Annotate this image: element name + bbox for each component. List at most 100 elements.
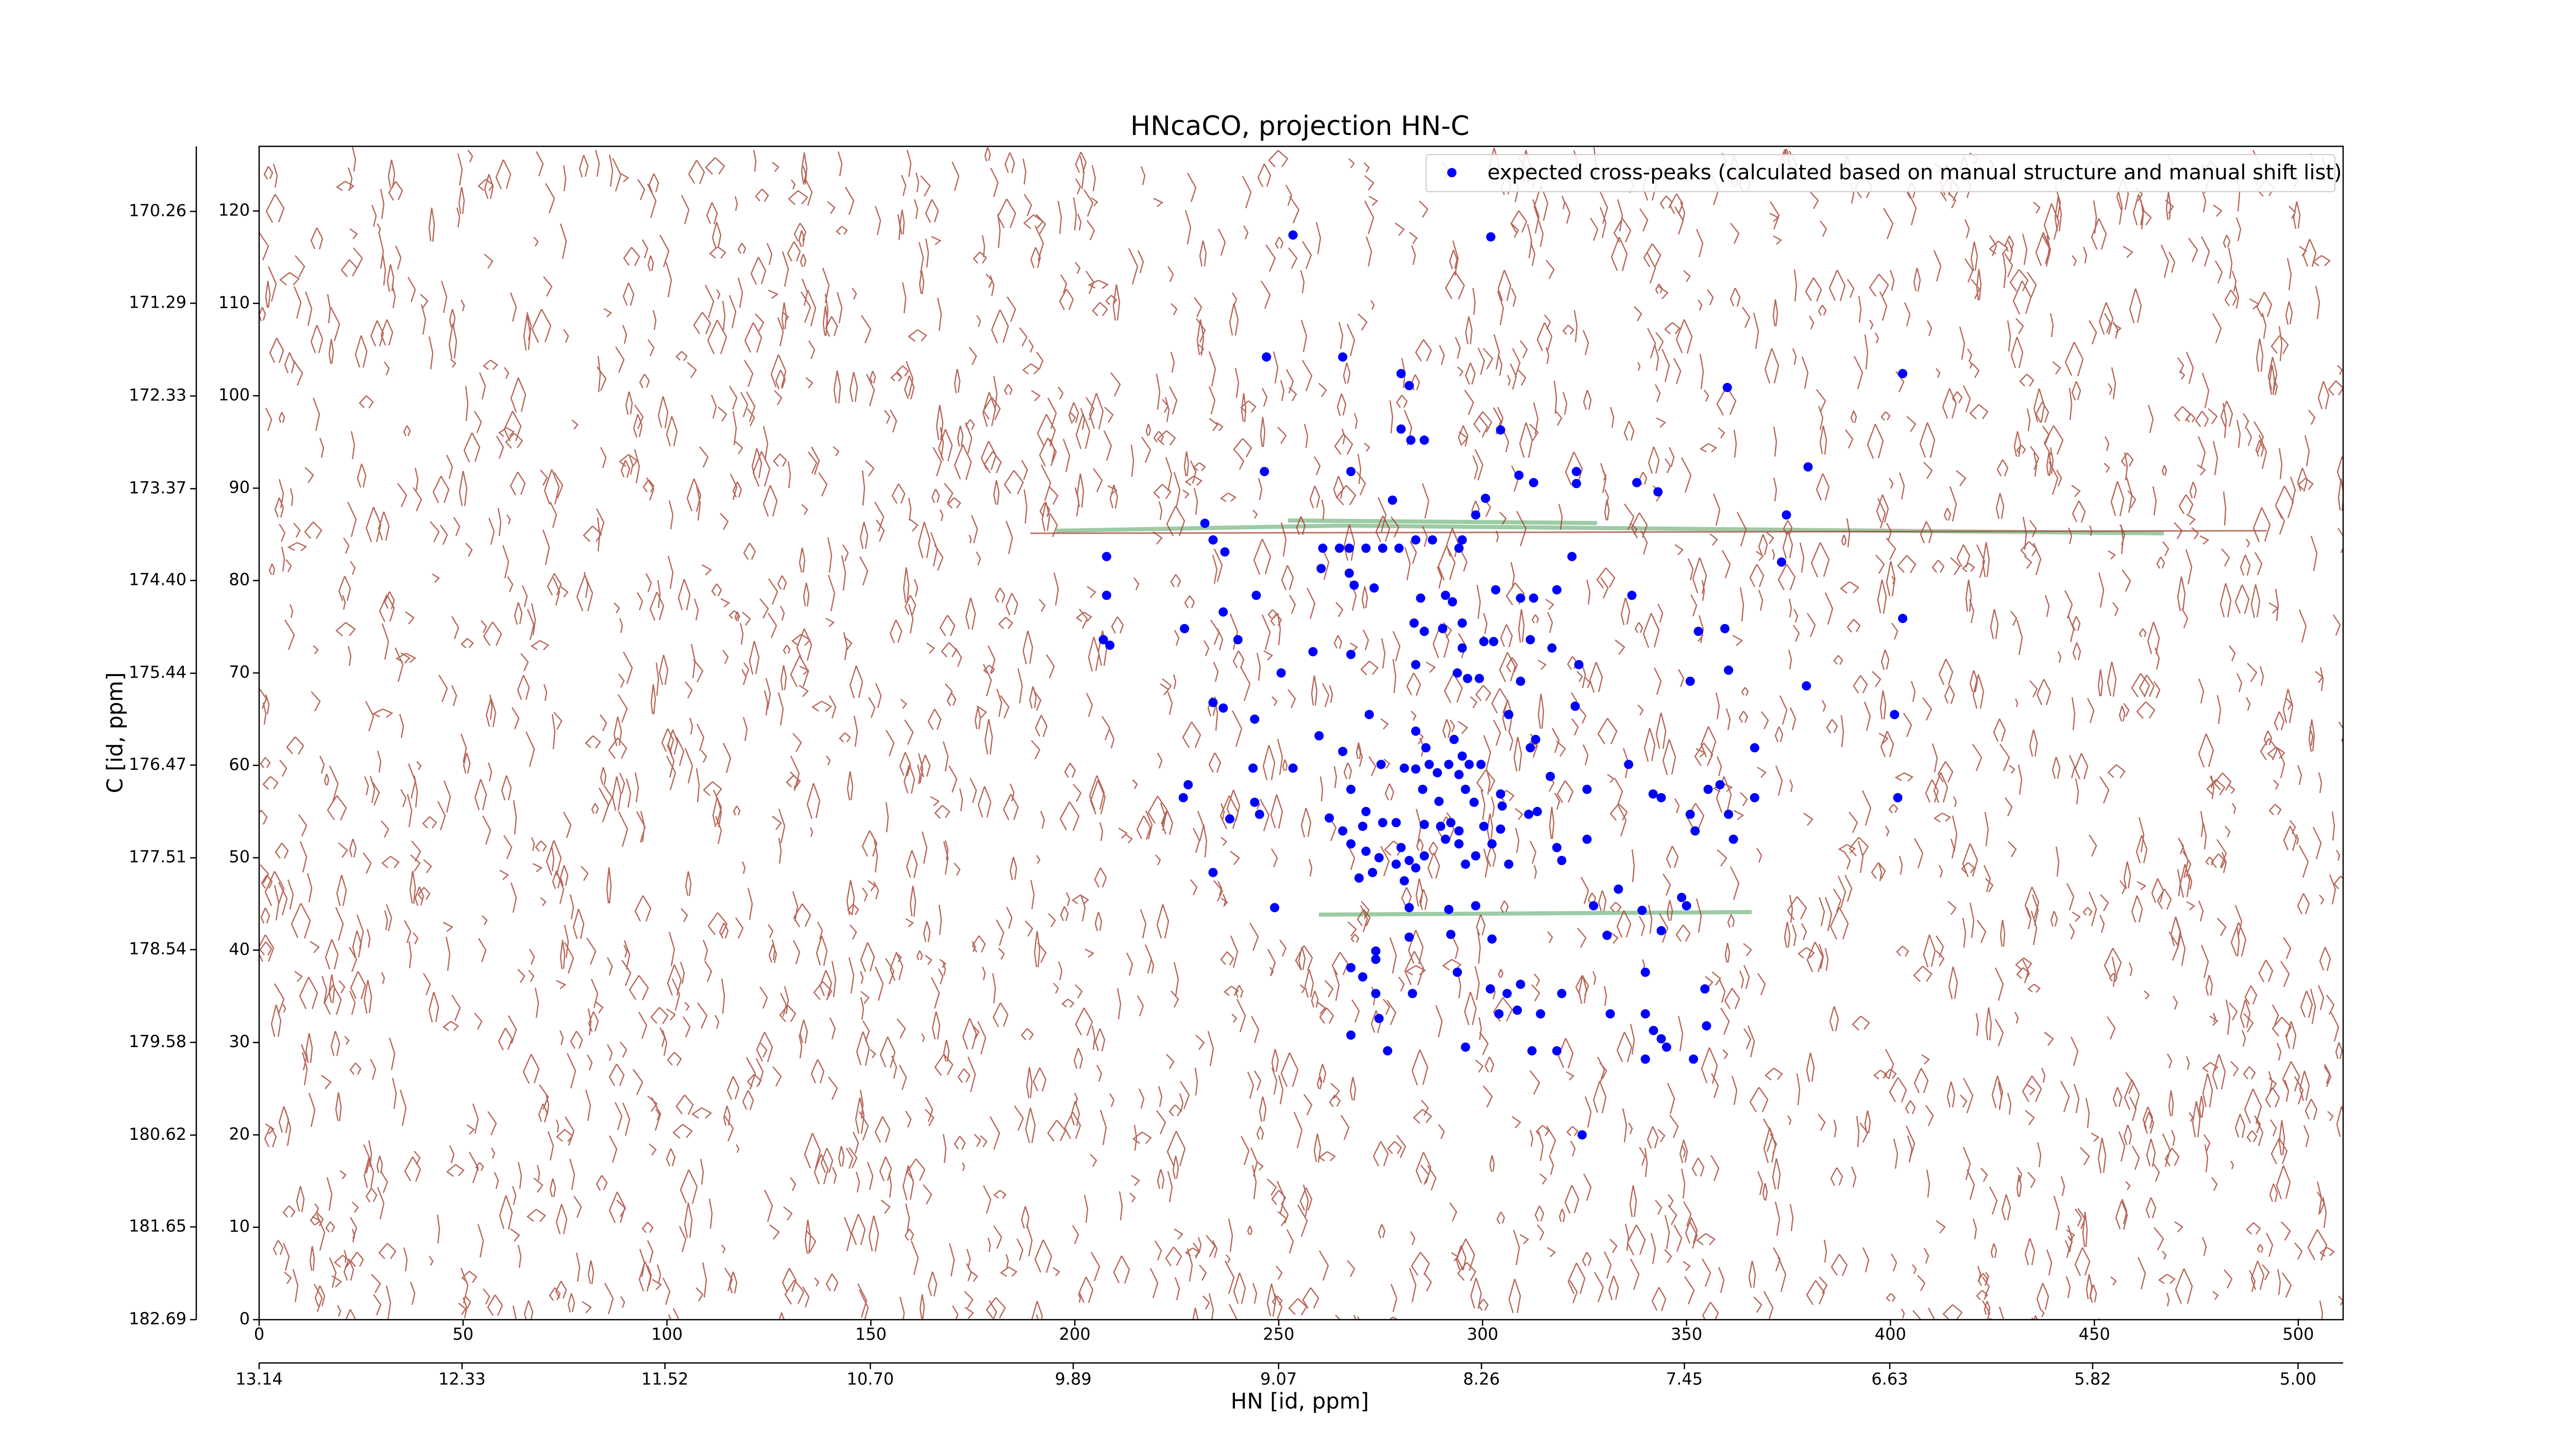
cross-peak [1640, 967, 1650, 977]
cross-peak [1452, 668, 1462, 678]
cross-peak [1338, 826, 1348, 836]
artifact-streak [1030, 530, 2267, 534]
cross-peak [1449, 735, 1459, 745]
cross-peak [1454, 826, 1464, 836]
cross-peak [1702, 1021, 1711, 1031]
marks-layer [1098, 230, 1908, 1140]
cross-peak [1458, 643, 1467, 653]
cross-peak [1489, 637, 1499, 647]
cross-peak [1715, 780, 1725, 789]
cross-peak [1463, 673, 1472, 683]
cross-peak [1276, 668, 1286, 678]
cross-peak [1690, 826, 1700, 836]
cross-peak [1624, 760, 1634, 769]
cross-peak [1689, 1054, 1699, 1064]
y2-tick-label: 171.29 [129, 293, 187, 312]
cross-peak [1570, 701, 1580, 711]
y2-tick-label: 176.47 [129, 754, 187, 774]
cross-peak [1898, 369, 1908, 379]
y2-tick-label: 178.54 [129, 939, 187, 958]
y2-tick-label: 173.37 [129, 478, 187, 497]
x2-tick-label: 11.52 [641, 1369, 689, 1389]
cross-peak [1101, 552, 1111, 562]
cross-peak [1399, 763, 1409, 773]
cross-peak [1387, 495, 1397, 505]
x-tick-label: 350 [1671, 1324, 1702, 1344]
cross-peak [1720, 624, 1730, 633]
cross-peak [1418, 784, 1428, 794]
cross-peak [1368, 868, 1378, 878]
cross-peak [1557, 989, 1567, 999]
cross-peak [1458, 618, 1467, 628]
cross-peak [1383, 1046, 1393, 1056]
cross-peak [1693, 627, 1703, 636]
cross-peak [1248, 763, 1258, 773]
cross-peak [1458, 535, 1467, 545]
y2-tick-label: 174.40 [129, 570, 187, 589]
y-tick-label: 100 [218, 385, 250, 405]
cross-peak [1404, 381, 1414, 391]
cross-peak [1496, 824, 1505, 834]
cross-peak [1288, 763, 1298, 773]
cross-peak [1589, 901, 1599, 911]
cross-peak [1408, 989, 1417, 999]
cross-peak [1434, 797, 1444, 806]
cross-peak [1344, 543, 1354, 553]
cross-peak [1218, 703, 1228, 713]
cross-peak [1371, 946, 1381, 956]
cross-peak [1396, 369, 1406, 379]
cross-peak [1358, 972, 1368, 982]
x2-tick-label: 9.07 [1260, 1369, 1297, 1389]
x2-tick-label: 6.63 [1871, 1369, 1908, 1389]
cross-peak [1557, 855, 1567, 865]
cross-peak [1481, 494, 1490, 503]
cross-peak [1464, 760, 1474, 769]
cross-peak [1479, 821, 1489, 831]
cross-peak [1527, 1046, 1537, 1056]
x-tick-label: 150 [855, 1324, 887, 1344]
cross-peak [1529, 478, 1538, 487]
cross-peak [1378, 543, 1387, 553]
cross-peak [1476, 760, 1486, 769]
y2-tick-label: 175.44 [129, 663, 187, 682]
cross-peak [1502, 989, 1512, 999]
cross-peak [1728, 834, 1738, 844]
cross-peak [1662, 1042, 1671, 1052]
x-tick-label: 250 [1263, 1324, 1294, 1344]
cross-peak [1314, 731, 1324, 740]
cross-peak [1409, 618, 1419, 628]
cross-peak [1700, 984, 1710, 994]
cross-peak [1440, 834, 1450, 844]
cross-peak [1421, 743, 1431, 753]
cross-peak [1255, 810, 1264, 819]
cross-peak [1487, 934, 1497, 944]
cross-peak [1627, 591, 1637, 600]
cross-peak [1438, 624, 1448, 633]
x2-tick-label: 9.89 [1055, 1369, 1091, 1389]
y-tick-label: 30 [229, 1032, 250, 1051]
y2-tick-label: 170.26 [129, 200, 187, 220]
cross-peak [1526, 743, 1535, 753]
cross-peak [1461, 860, 1470, 869]
x-tick-label: 500 [2282, 1324, 2314, 1344]
legend-label: expected cross-peaks (calculated based o… [1487, 161, 2342, 184]
y2-tick-label: 181.65 [129, 1216, 187, 1236]
cross-peak [1220, 547, 1230, 557]
x-tick-label: 450 [2079, 1324, 2110, 1344]
cross-peak [1637, 905, 1647, 915]
cross-peak [1571, 467, 1581, 477]
y-tick-label: 70 [229, 662, 250, 682]
x2-tick-label: 8.26 [1463, 1369, 1500, 1389]
cross-peak [1546, 771, 1555, 781]
cross-peak [1180, 624, 1190, 633]
cross-peak [1316, 564, 1326, 574]
cross-peak [1475, 673, 1484, 683]
cross-peak [1514, 470, 1524, 480]
cross-peak [1419, 851, 1429, 861]
cross-peak [1251, 591, 1261, 600]
y-tick-label: 0 [240, 1309, 250, 1328]
cross-peak [1233, 635, 1243, 645]
cross-peak [1496, 425, 1505, 435]
cross-peak [1361, 543, 1371, 553]
x2-tick-label: 7.45 [1666, 1369, 1703, 1389]
